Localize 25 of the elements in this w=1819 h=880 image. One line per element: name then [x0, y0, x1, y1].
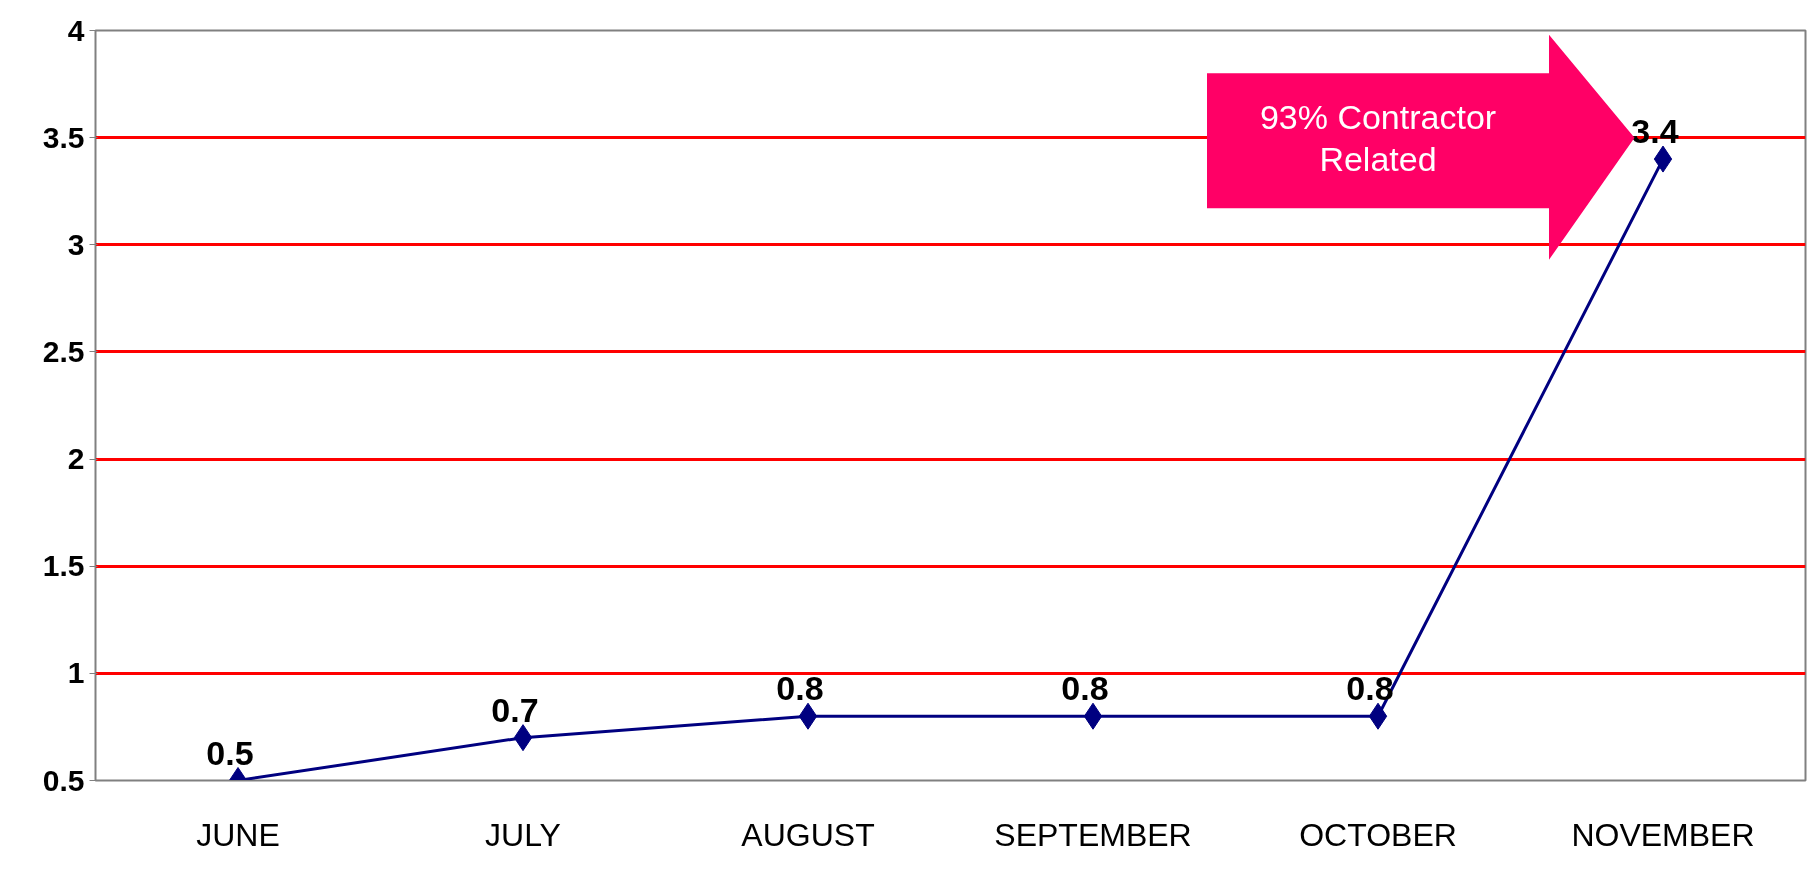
data-label: 0.8: [1346, 669, 1394, 708]
x-tick-label: AUGUST: [741, 816, 875, 853]
data-label: 0.7: [491, 690, 539, 729]
data-label: 0.8: [776, 669, 824, 708]
point: [1083, 702, 1103, 730]
point: [798, 702, 818, 730]
x-tick-label: JUNE: [196, 816, 280, 853]
point: [1368, 702, 1388, 730]
x-tick-label: OCTOBER: [1299, 816, 1457, 853]
y-tick-label: 1: [67, 656, 85, 690]
x-tick-label: JULY: [485, 816, 561, 853]
x-tick-label: SEPTEMBER: [994, 816, 1192, 853]
data-label: 0.5: [206, 733, 254, 772]
x-tick-label: NOVEMBER: [1571, 816, 1755, 853]
y-tick-label: 0.5: [42, 763, 85, 797]
y-tick-label: 4: [67, 13, 85, 47]
y-tick-label: 1.5: [42, 549, 85, 583]
y-tick-label: 2.5: [42, 334, 85, 368]
y-tick-label: 2: [67, 442, 85, 476]
point: [1653, 145, 1673, 173]
point: [513, 724, 533, 752]
y-tick-label: 3.5: [42, 120, 85, 154]
data-label: 0.8: [1061, 669, 1109, 708]
annotation: 93% Contractor Related: [1259, 97, 1497, 178]
y-tick-label: 3: [67, 227, 85, 261]
